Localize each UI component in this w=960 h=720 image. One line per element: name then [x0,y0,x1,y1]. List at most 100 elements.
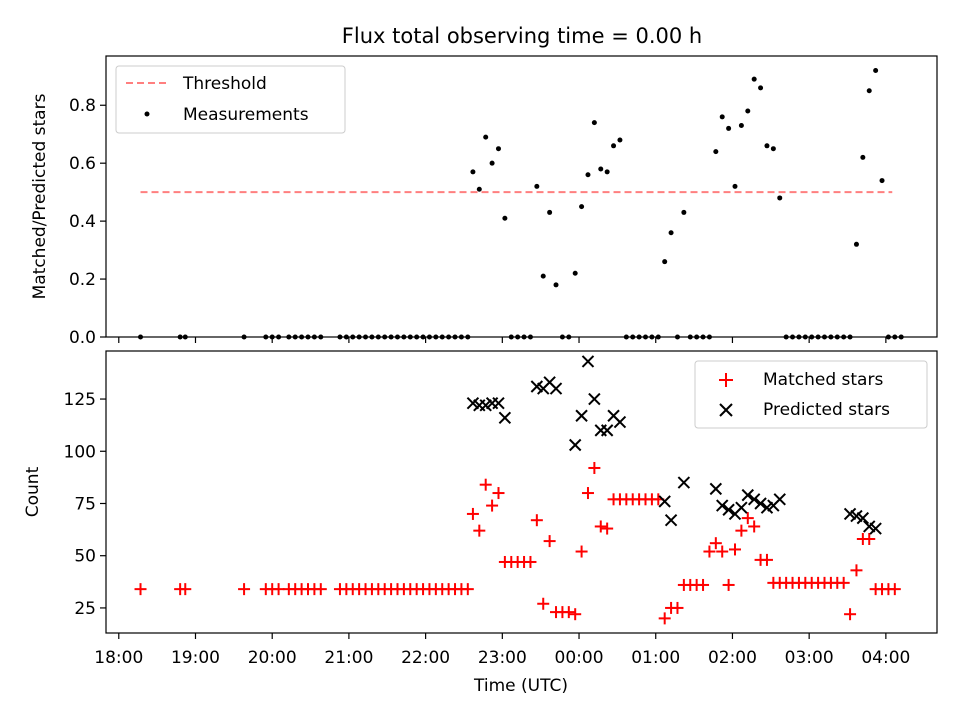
matched-point-96 [863,533,876,545]
predicted-point-19 [664,513,678,527]
measurement-point-96 [866,88,872,94]
measurement-point-52 [585,172,591,178]
measurement-point-34 [470,169,476,175]
matched-point-73 [716,545,729,558]
predicted-point-34 [856,511,870,525]
matched-point-100 [888,583,901,596]
threshold-legend-label: Threshold [182,74,267,94]
matched-point-64 [658,612,671,625]
matched-point-74 [722,578,735,591]
measurement-point-53 [591,120,597,126]
matched-point-6 [272,583,285,596]
predicted-point-28 [754,497,767,510]
ratio-panel: Flux total observing time = 0.00 h 0.00.… [30,24,938,348]
matched-point-35 [473,524,486,537]
measurement-point-51 [579,204,585,210]
predicted-point-5 [498,411,512,425]
predicted-point-12 [581,355,595,368]
x-axis-label: Time (UTC) [473,676,568,696]
ratio-legend-box [115,65,346,134]
ratio-y-tick-label-1: 0.2 [69,270,96,290]
matched-point-44 [530,514,543,527]
matched-point-76 [735,524,748,537]
measurement-point-35 [476,186,482,192]
predicted-point-15 [600,424,614,437]
matched-point-80 [760,553,773,566]
measurement-point-56 [611,143,617,149]
measurement-point-78 [751,76,757,82]
measurement-point-74 [726,125,732,131]
x-tick-label-10: 04:00 [861,648,910,668]
count-x-axis: 18:00 19:00 20:00 21:00 22:00 23:00 00:00 01:00… [94,633,910,668]
predicted-legend-label: Predicted stars [763,400,890,420]
predicted-legend-swatch [719,403,733,417]
measurement-point-76 [738,123,744,129]
ratio-y-axis: 0.0 0.2 0.4 0.6 0.8 [69,96,106,348]
measurement-point-80 [764,143,770,149]
matched-point-38 [492,487,505,500]
x-tick-label-5: 23:00 [478,648,527,668]
measurement-point-72 [713,149,719,155]
count-y-tick-label-1: 50 [74,547,96,567]
matched-point-2 [179,583,192,596]
x-tick-label-8: 02:00 [708,648,757,668]
matched-point-46 [543,535,556,548]
ratio-y-tick-label-3: 0.6 [69,154,96,174]
matched-point-71 [703,545,716,558]
measurement-point-45 [540,273,546,279]
count-y-tick-label-3: 100 [64,442,96,462]
matched-point-70 [697,578,710,591]
predicted-point-17 [613,415,627,429]
count-y-axis: 25 50 75 100 125 [64,390,106,619]
matched-point-77 [741,512,754,525]
measurements-legend-label: Measurements [183,105,309,125]
measurement-point-57 [617,137,623,143]
predicted-point-27 [747,493,761,506]
predicted-point-36 [869,522,882,535]
matched-legend-swatch [719,373,733,387]
measurement-point-36 [483,134,489,140]
measurements-legend-swatch [144,111,150,117]
measurement-point-65 [668,230,674,236]
measurement-point-64 [662,259,668,265]
matched-point-50 [569,608,582,621]
matched-point-49 [562,606,575,619]
ratio-legend: Threshold Measurements [115,65,346,134]
measurement-point-75 [732,183,738,189]
measurement-point-39 [502,215,508,221]
predicted-point-31 [773,493,786,506]
x-tick-label-7: 01:00 [631,648,680,668]
measurement-point-50 [572,270,578,276]
measurement-point-97 [873,67,879,73]
matched-point-51 [575,545,588,558]
measurement-point-77 [745,108,751,114]
matched-point-55 [601,522,614,535]
predicted-point-9 [549,382,563,395]
matched-point-3 [238,583,251,596]
matched-point-92 [837,576,850,589]
count-y-tick-label-4: 125 [64,390,96,410]
predicted-point-11 [575,409,588,422]
count-legend-box [694,360,928,429]
count-y-axis-label: Count [23,466,43,517]
measurement-point-81 [770,146,776,152]
predicted-point-26 [741,488,754,502]
measurement-point-98 [879,178,885,184]
measurement-point-55 [604,169,610,175]
count-panel: 25 50 75 100 125 18:00 19:00 20:00 21:00 22:00 23… [23,350,938,696]
measurement-point-38 [495,146,501,152]
ratio-y-tick-label-0: 0.0 [69,328,96,348]
count-axes-frame [105,350,938,634]
matched-point-94 [850,564,863,577]
measurement-point-67 [681,209,687,215]
measurement-point-94 [853,241,859,247]
matched-point-75 [729,543,742,556]
matched-point-34 [466,507,479,520]
matched-point-0 [134,583,147,596]
x-tick-label-9: 03:00 [785,648,834,668]
x-tick-label-3: 21:00 [324,648,373,668]
matched-point-78 [748,520,761,533]
predicted-point-10 [568,438,582,452]
predicted-point-13 [588,392,601,406]
matched-point-45 [537,597,550,610]
